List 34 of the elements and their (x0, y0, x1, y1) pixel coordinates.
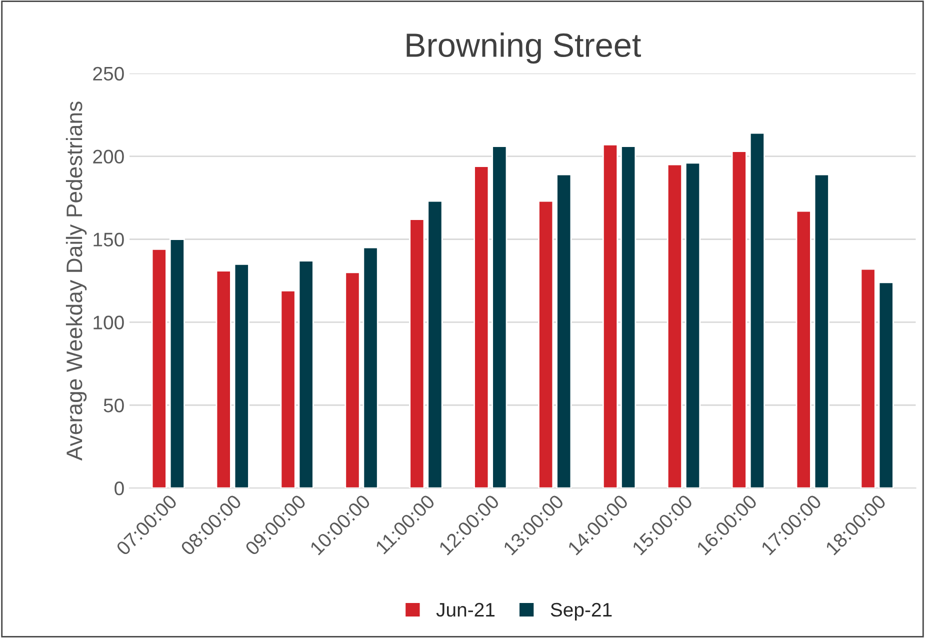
bar (344, 272, 360, 488)
bar (492, 146, 508, 488)
bar (731, 150, 747, 488)
bar (280, 290, 296, 488)
bar (602, 144, 618, 488)
y-tick-label: 250 (93, 66, 124, 81)
legend-label: Sep-21 (550, 602, 612, 620)
bar (427, 200, 443, 488)
y-tick-label: 100 (94, 316, 124, 330)
bar (409, 218, 425, 488)
y-tick-label: 200 (93, 150, 124, 164)
bar (814, 174, 830, 488)
bar (538, 200, 554, 488)
bar (362, 246, 378, 488)
y-tick-label: 150 (94, 232, 124, 246)
bar (684, 162, 701, 488)
bar (749, 132, 765, 488)
legend-label: Jun-21 (436, 602, 495, 617)
bar (666, 164, 683, 488)
bar (620, 146, 636, 488)
chart-title: Browning Street (406, 32, 641, 64)
bar (169, 238, 185, 488)
bar (878, 282, 894, 488)
y-axis-title: Average Weekday Daily Pedestrians (66, 102, 87, 461)
y-tick-label: 50 (104, 398, 124, 412)
bar (216, 270, 232, 488)
y-tick-label: 0 (114, 482, 124, 496)
bar (298, 260, 314, 488)
bar (860, 268, 876, 488)
bar (151, 248, 167, 488)
bar (796, 210, 812, 488)
bar (234, 263, 250, 488)
bar (556, 174, 572, 488)
bar (474, 166, 490, 488)
